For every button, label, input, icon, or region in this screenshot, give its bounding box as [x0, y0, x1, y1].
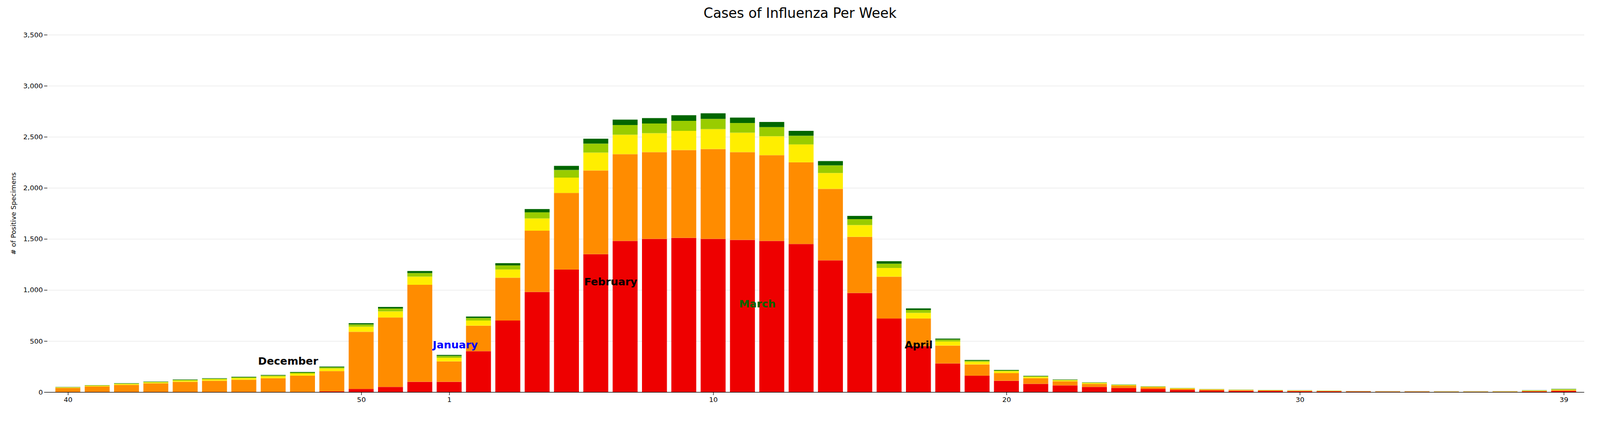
svg-text:500: 500: [29, 337, 44, 346]
svg-text:0: 0: [38, 388, 43, 397]
svg-text:1: 1: [447, 395, 452, 404]
svg-text:1,500: 1,500: [23, 235, 43, 243]
svg-text:December: December: [258, 354, 319, 368]
svg-text:1,000: 1,000: [23, 286, 43, 294]
svg-text:50: 50: [357, 395, 366, 404]
svg-text:10: 10: [708, 395, 718, 404]
svg-text:39: 39: [1559, 395, 1569, 404]
svg-text:20: 20: [1002, 395, 1012, 404]
svg-text:40: 40: [63, 395, 73, 404]
svg-text:January: January: [431, 338, 478, 352]
html-text:Cases of Influenza Per Week: Cases of Influenza Per Week: [703, 5, 897, 22]
svg-text:2,000: 2,000: [23, 184, 43, 192]
svg-text:3,500: 3,500: [23, 31, 43, 39]
svg-text:February: February: [584, 275, 638, 289]
svg-text:2,500: 2,500: [23, 133, 43, 141]
svg-text:April: April: [904, 338, 933, 352]
svg-text:3,000: 3,000: [23, 82, 43, 90]
svg-text:March: March: [739, 297, 776, 311]
svg-text:# of Positive Specimens: # of Positive Specimens: [9, 172, 18, 256]
svg-text:30: 30: [1295, 395, 1305, 404]
